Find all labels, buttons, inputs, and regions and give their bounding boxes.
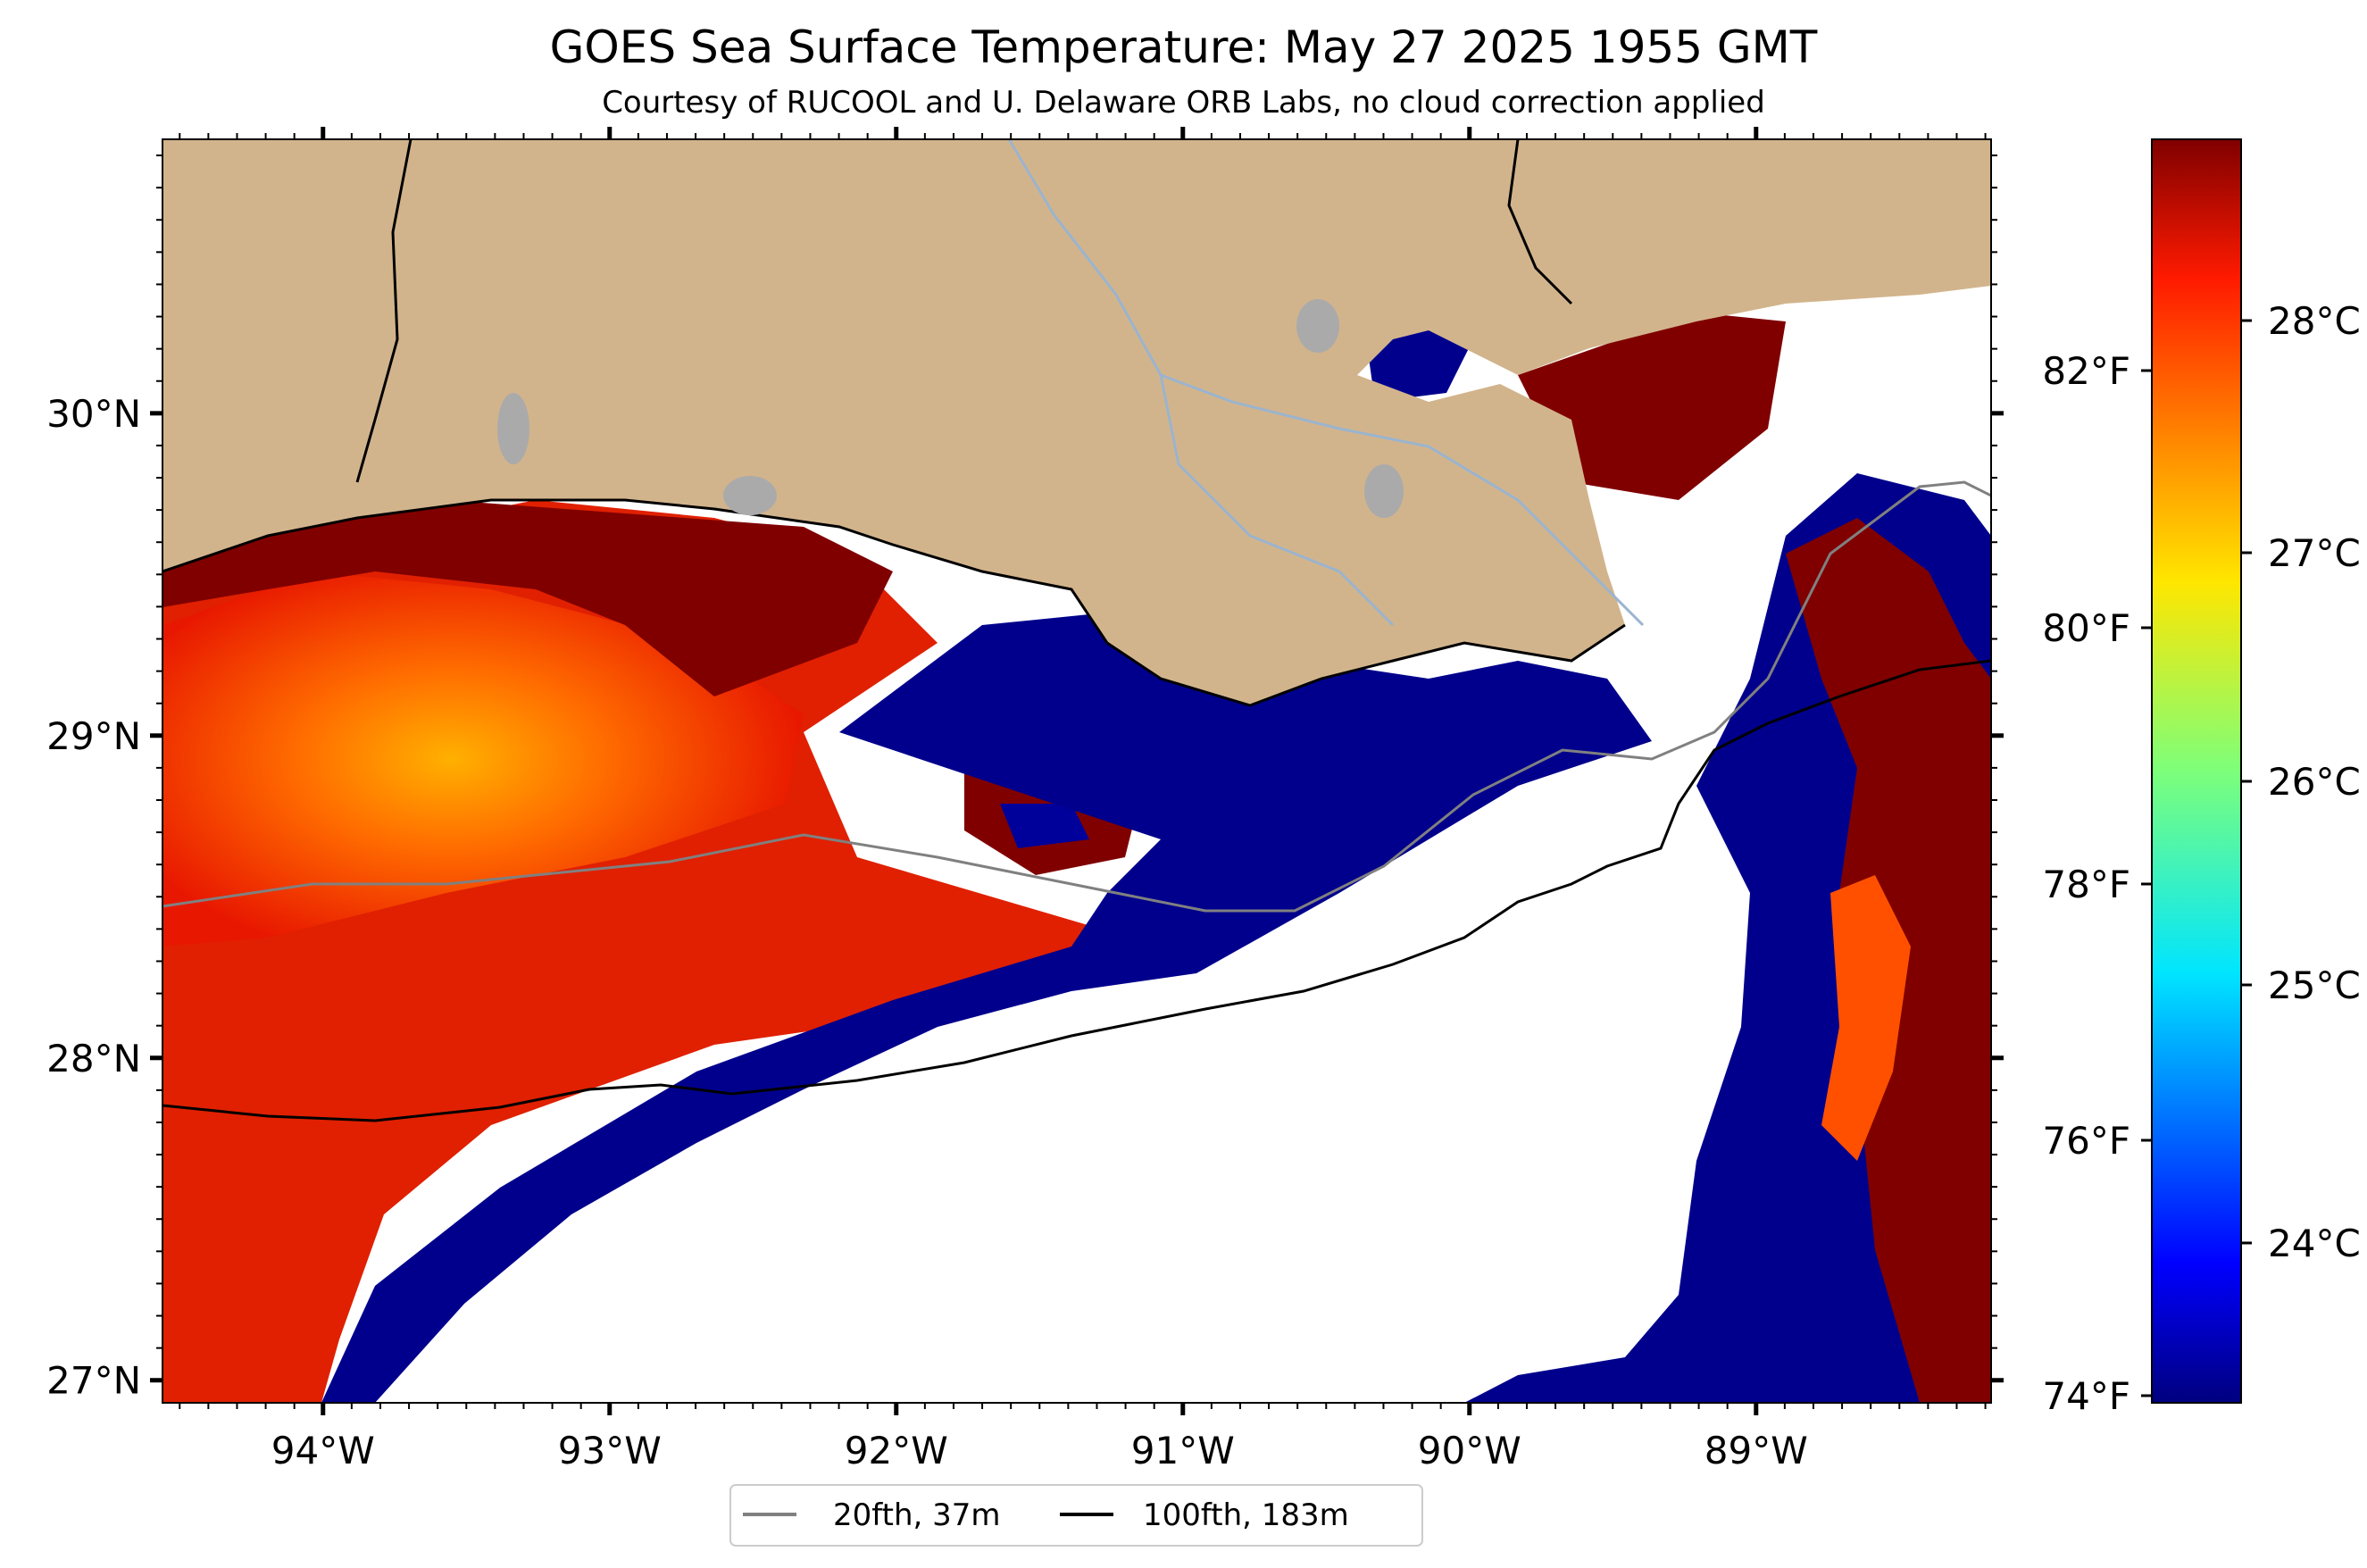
contour-20fth [163,480,1991,913]
colorbar-label-celsius: 28°C [2268,299,2361,343]
lat-tick-label: 30°N [46,392,141,436]
contour-100fth [163,659,1991,1122]
lon-tick-label: 94°W [271,1429,375,1472]
lake-4 [1364,464,1404,518]
lon-tick-label: 89°W [1704,1429,1808,1472]
warm-filament-east [1821,875,1911,1161]
colorbar-label-celsius: 25°C [2268,963,2361,1007]
colorbar [2151,138,2242,1404]
cool-shelf-water [321,607,1652,1403]
warm-core-region [163,571,804,947]
lake-2 [497,393,529,464]
river-atchafalaya [1159,374,1395,627]
river-mississippi [1007,139,1645,627]
legend-label-20fth: 20fth, 37m [833,1497,1001,1533]
map-area [163,139,1991,1403]
lon-tick-label: 91°W [1131,1429,1235,1472]
sound-warm-water [1518,313,1786,500]
latitude-axis: 27°N 28°N 29°N 30°N [46,154,2004,1403]
lake-3 [723,476,777,515]
colorbar-label-celsius: 24°C [2268,1222,2361,1265]
land-mass [163,139,1991,705]
colorbar-label-celsius: 27°C [2268,531,2361,575]
lake-1 [1296,299,1339,353]
chart-subtitle: Courtesy of RUCOOL and U. Delaware ORB L… [602,85,1765,121]
colorbar-label-fahrenheit: 76°F [2042,1119,2130,1163]
coastline [163,498,1626,707]
lat-tick-label: 29°N [46,714,141,758]
map-frame [162,138,1992,1404]
chart-title: GOES Sea Surface Temperature: May 27 202… [549,21,1818,73]
colorbar-label-fahrenheit: 78°F [2042,863,2130,906]
colorbar-label-fahrenheit: 82°F [2042,349,2130,393]
contour-legend: 20fth, 37m 100fth, 183m [729,1484,1423,1547]
colorbar-label-fahrenheit: 74°F [2042,1374,2130,1418]
state-border-tx-la [355,139,413,483]
lat-tick-label: 28°N [46,1037,141,1080]
cool-patch [1000,804,1089,848]
colorbar-label-celsius: 26°C [2268,760,2361,804]
lon-tick-label: 93°W [558,1429,662,1472]
state-border-la-ms [1507,139,1573,305]
legend-label-100fth: 100fth, 183m [1143,1497,1349,1533]
colorbar-label-fahrenheit: 80°F [2042,606,2130,650]
hot-nearshore-band [163,500,893,696]
lon-tick-label: 92°W [845,1429,948,1472]
lat-tick-label: 27°N [46,1359,141,1403]
colorbar-ticks: 24°C 25°C 26°C 27°C 28°C 74°F 76°F 78°F 80°F 82°F [2042,299,2360,1418]
lon-tick-label: 90°W [1418,1429,1521,1472]
longitude-axis: 94°W 93°W 92°W 91°W 90°W 89°W [179,127,1987,1472]
